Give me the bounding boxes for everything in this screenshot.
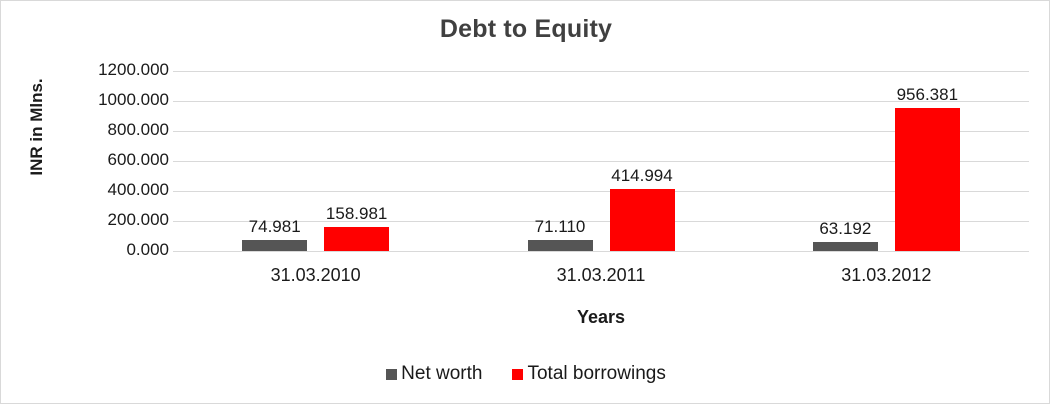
bar-value-label: 71.110 — [534, 217, 586, 237]
bar-net-worth[interactable] — [527, 240, 593, 251]
bar-value-label: 158.981 — [325, 204, 388, 224]
y-axis-tick-label: 200.000 — [107, 210, 169, 229]
legend-item-net-worth[interactable]: Net worth — [386, 363, 482, 385]
bars-layer: 74.981 158.981 71.110 414.994 63.192 956.381 — [173, 71, 1029, 251]
y-axis-tick-labels: 1200.000 1000.000 800.000 600.000 400.000 200… — [59, 1, 169, 405]
chart-legend: Net worth Total borrowings — [1, 363, 1051, 385]
bar-total-borrowings[interactable] — [324, 227, 390, 251]
legend-swatch-icon — [386, 368, 398, 380]
legend-swatch-icon — [512, 368, 524, 380]
legend-label: Total borrowings — [527, 363, 666, 384]
y-axis-tick-label: 0.000 — [126, 240, 169, 259]
x-axis-tick-label: 31.03.2012 — [841, 265, 932, 285]
bar-value-label: 414.994 — [611, 165, 673, 185]
chart-title: Debt to Equity — [439, 15, 613, 43]
bar-net-worth[interactable] — [812, 241, 878, 251]
y-axis-title: INR in Mlns. — [27, 78, 46, 176]
bar-value-label: 74.981 — [248, 216, 301, 236]
bar-net-worth[interactable] — [242, 239, 308, 251]
bar-value-label: 63.192 — [819, 218, 872, 238]
bar-total-borrowings[interactable] — [609, 188, 675, 251]
gridline — [173, 101, 1029, 102]
gridline — [173, 161, 1029, 162]
gridline — [173, 131, 1029, 132]
legend-item-total-borrowings[interactable]: Total borrowings — [512, 363, 666, 385]
x-axis-tick-labels: 31.03.2010 31.03.2011 31.03.2012 — [173, 265, 1029, 291]
y-axis-tick-label: 800.000 — [107, 120, 169, 139]
bar-total-borrowings[interactable] — [894, 107, 960, 251]
plot-area: 74.981 158.981 71.110 414.994 63.192 956.381 — [173, 71, 1029, 252]
y-axis-tick-label: 600.000 — [107, 150, 169, 169]
x-axis-title: Years — [576, 307, 626, 327]
x-axis-tick-label: 31.03.2010 — [270, 265, 361, 285]
y-axis-tick-label: 400.000 — [107, 180, 169, 199]
x-axis-tick-label: 31.03.2011 — [556, 265, 646, 285]
bar-value-label: 956.381 — [896, 84, 959, 104]
y-axis-tick-label: 1000.000 — [98, 90, 169, 109]
gridline — [173, 71, 1029, 72]
gridline — [173, 191, 1029, 192]
y-axis-tick-label: 1200.000 — [98, 60, 169, 79]
gridline — [173, 251, 1029, 252]
gridline — [173, 221, 1029, 222]
legend-label: Net worth — [401, 363, 483, 384]
